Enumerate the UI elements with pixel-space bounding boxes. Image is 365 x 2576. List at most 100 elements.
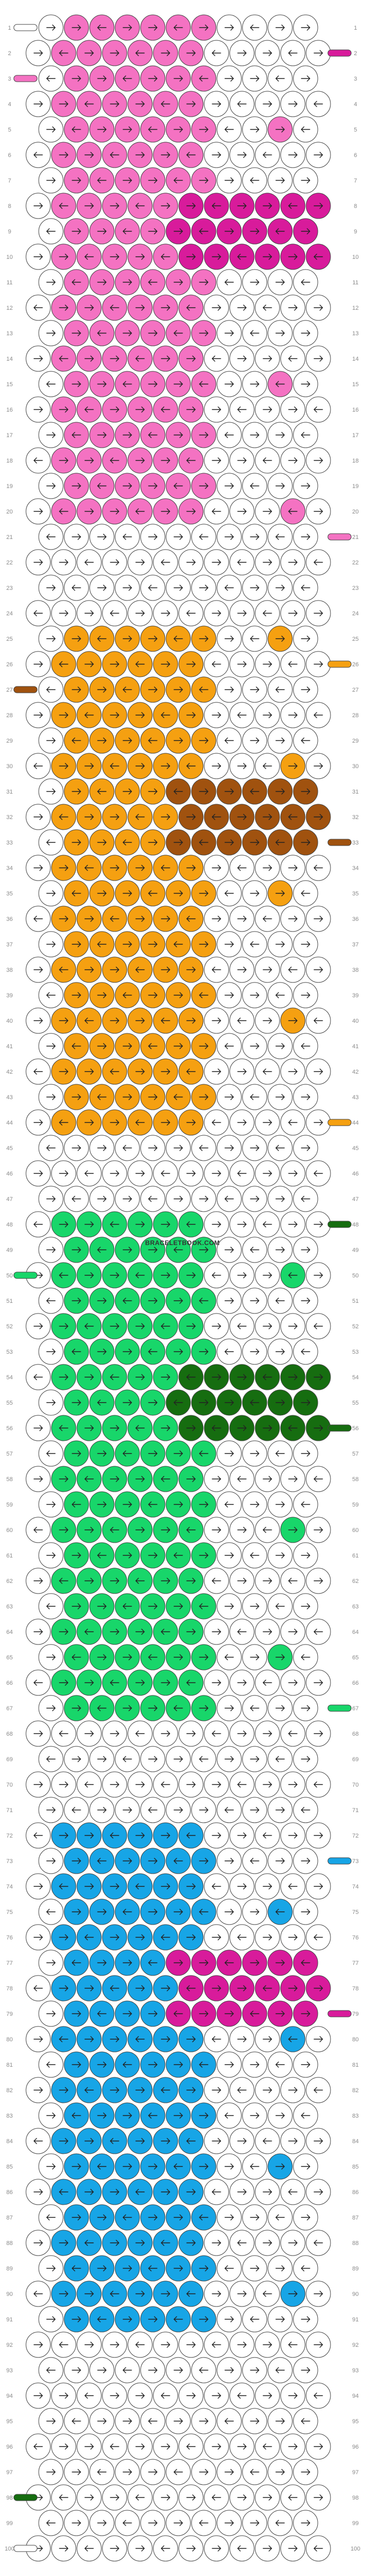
arrow-right-icon (97, 2367, 107, 2373)
arrow-right-icon (135, 1832, 145, 1839)
knot (76, 2179, 102, 2205)
knot (25, 1364, 51, 1390)
knot (127, 1975, 153, 2001)
row-number-right: 3 (354, 76, 357, 82)
arrow-left-icon (135, 2494, 145, 2501)
knot (216, 1593, 242, 1620)
knot (178, 1771, 204, 1798)
arrow-right-icon (224, 228, 234, 234)
knot (267, 676, 293, 703)
arrow-right-icon (212, 763, 221, 769)
knot (38, 2408, 64, 2434)
knot (306, 1924, 331, 1951)
knot (51, 2026, 76, 2052)
arrow-right-icon (250, 1603, 259, 1609)
knot (166, 982, 191, 1008)
knot (64, 473, 89, 499)
knot (229, 906, 255, 932)
knot (153, 549, 178, 576)
arrow-right-icon (46, 330, 56, 336)
arrow-right-icon (237, 763, 247, 769)
arrow-left-icon (33, 457, 43, 464)
arrow-right-icon (148, 1909, 158, 1915)
strand-marker-right (327, 1857, 352, 1865)
knot (115, 1237, 140, 1263)
arrow-right-icon (212, 2240, 221, 2246)
row-number-right: 73 (352, 1858, 359, 1865)
arrow-right-icon (275, 1807, 285, 1813)
knot (306, 1568, 331, 1594)
arrow-left-icon (263, 457, 272, 464)
knot (102, 2179, 127, 2205)
knot (280, 345, 306, 372)
knot (216, 1338, 242, 1365)
arrow-right-icon (314, 1068, 323, 1075)
row-number-right: 90 (352, 2291, 359, 2297)
knot (102, 753, 127, 779)
knot (166, 14, 191, 41)
arrow-right-icon (212, 2291, 221, 2297)
arrow-right-icon (46, 2418, 56, 2424)
arrow-right-icon (301, 2011, 310, 2017)
arrow-left-icon (288, 1578, 298, 1584)
knot (204, 2484, 229, 2511)
knot (255, 1313, 280, 1339)
arrow-left-icon (288, 1883, 298, 1890)
knot (229, 753, 255, 779)
arrow-right-icon (97, 1654, 107, 1660)
row-number-left: 30 (6, 763, 13, 770)
knot (89, 2255, 115, 2282)
knot (127, 1924, 153, 1951)
arrow-right-icon (110, 101, 119, 107)
arrow-left-icon (59, 1272, 68, 1278)
arrow-right-icon (123, 1960, 132, 1966)
arrow-left-icon (135, 1578, 145, 1584)
knot (216, 1695, 242, 1721)
arrow-right-icon (148, 1298, 158, 1304)
knot (255, 651, 280, 677)
arrow-left-icon (123, 381, 132, 387)
arrow-right-icon (123, 788, 132, 795)
knot (255, 2077, 280, 2103)
knot (38, 778, 64, 805)
arrow-right-icon (110, 1017, 119, 1024)
arrow-right-icon (59, 1221, 68, 1228)
knot (293, 1338, 318, 1365)
row-number-left: 59 (6, 1502, 13, 1508)
arrow-right-icon (288, 1323, 298, 1329)
arrow-right-icon (250, 1501, 259, 1508)
arrow-right-icon (148, 2316, 158, 2322)
row-number-right: 50 (352, 1273, 359, 1279)
knot (229, 294, 255, 321)
arrow-right-icon (84, 661, 94, 667)
knot (229, 1007, 255, 1034)
knot (306, 702, 331, 728)
arrow-right-icon (224, 177, 234, 184)
knot (115, 167, 140, 194)
row-number-left: 2 (8, 50, 11, 57)
knot (280, 1720, 306, 1747)
knot (89, 2000, 115, 2027)
knot (115, 1644, 140, 1670)
knot (115, 2510, 140, 2536)
knot (76, 1924, 102, 1951)
arrow-right-icon (288, 2087, 298, 2093)
arrow-left-icon (110, 2291, 119, 2297)
knot (140, 727, 166, 754)
knot (51, 855, 76, 881)
knot (89, 422, 115, 448)
knot (140, 320, 166, 346)
arrow-left-icon (301, 1348, 310, 1355)
knot (89, 1848, 115, 1874)
knot (25, 1109, 51, 1136)
knot (166, 65, 191, 92)
arrow-left-icon (250, 1247, 259, 1253)
knot (229, 1924, 255, 1951)
knot (178, 1466, 204, 1492)
knot (306, 855, 331, 881)
knot (115, 676, 140, 703)
knot (89, 2306, 115, 2333)
knot (229, 345, 255, 372)
arrow-right-icon (110, 2240, 119, 2246)
knot (38, 880, 64, 907)
